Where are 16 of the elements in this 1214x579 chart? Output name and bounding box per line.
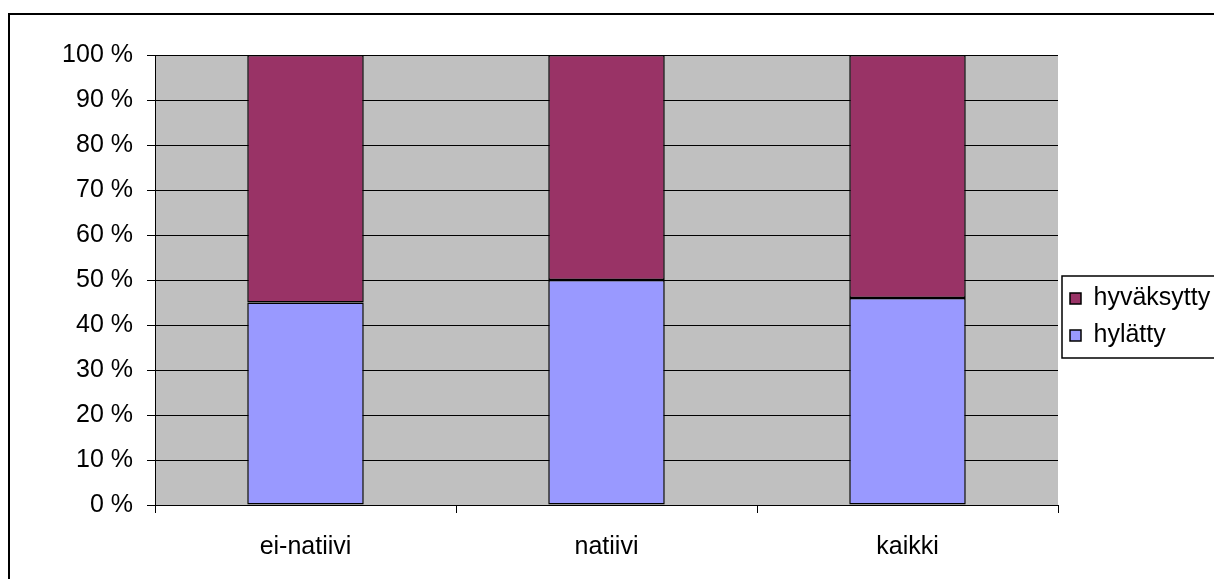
y-tick-label: 20 %	[76, 398, 133, 427]
y-tick-label: 70 %	[76, 173, 133, 202]
x-tick-label: kaikki	[876, 530, 939, 559]
y-tick-label: 90 %	[76, 83, 133, 112]
y-tick-label: 30 %	[76, 353, 133, 382]
y-tick-label: 80 %	[76, 128, 133, 157]
y-tick-label: 10 %	[76, 443, 133, 472]
legend-label: hyväksytty	[1093, 282, 1211, 311]
y-tick-label: 100 %	[62, 38, 133, 67]
legend-label: hylätty	[1093, 319, 1167, 348]
x-tick-label: natiivi	[574, 530, 639, 559]
y-tick-label: 60 %	[76, 218, 133, 247]
y-tick-label: 50 %	[76, 263, 133, 292]
x-tick-label: ei-natiivi	[259, 530, 352, 559]
y-tick-label: 40 %	[76, 308, 133, 337]
y-tick-label: 0 %	[89, 488, 133, 517]
